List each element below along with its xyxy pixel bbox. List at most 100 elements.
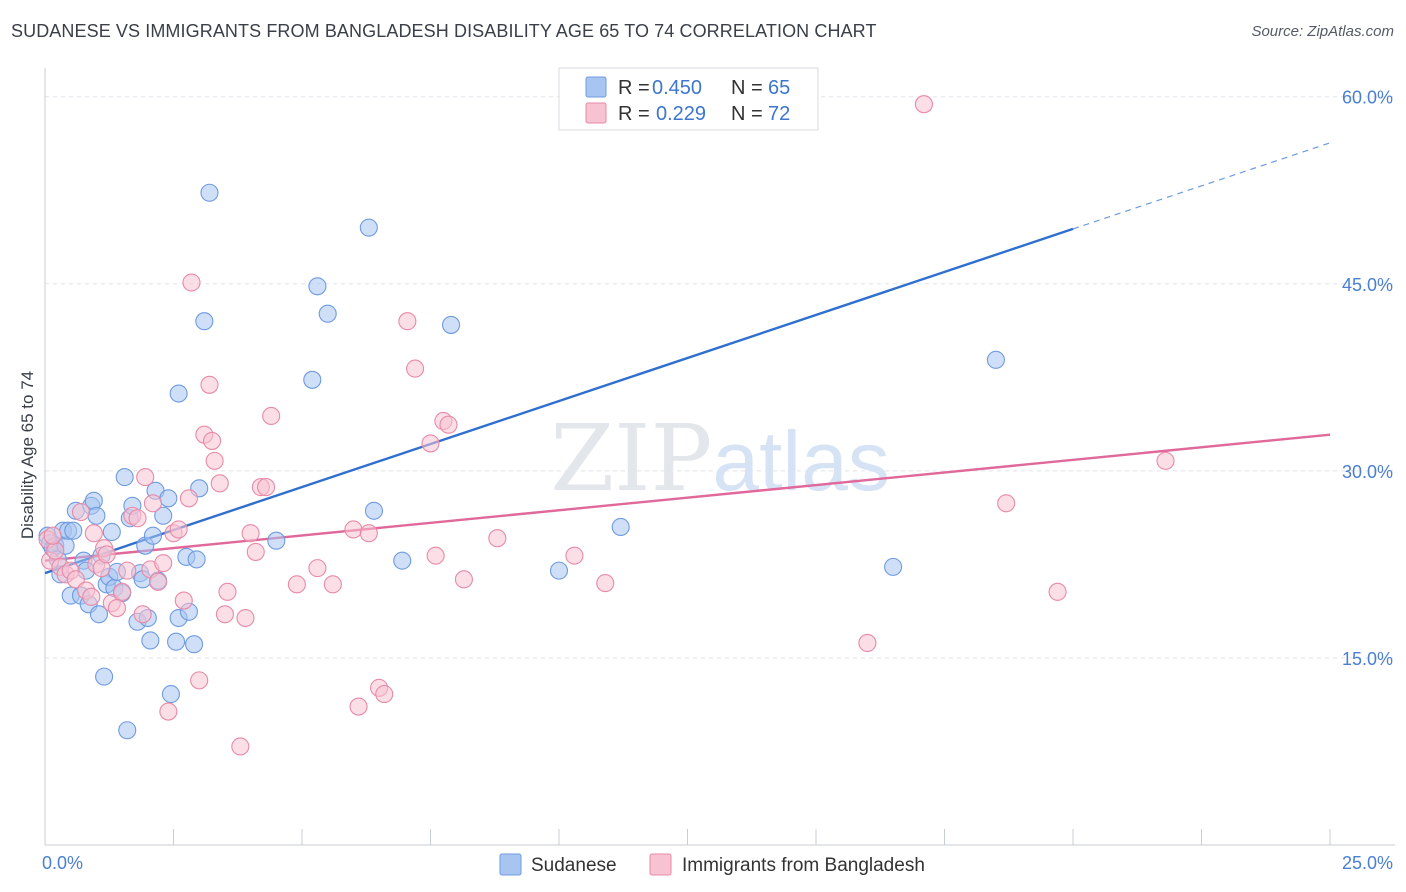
bangladesh-points	[38, 95, 1175, 756]
data-point	[190, 671, 209, 690]
data-point	[215, 605, 234, 624]
data-point	[187, 550, 206, 569]
data-point	[205, 451, 224, 470]
data-point	[308, 277, 327, 296]
data-point	[858, 633, 877, 653]
data-point	[185, 635, 204, 654]
data-point	[203, 431, 222, 450]
data-point	[393, 551, 412, 570]
data-point	[488, 529, 507, 548]
data-point	[359, 524, 378, 543]
data-point	[107, 598, 127, 618]
data-point	[375, 685, 394, 704]
data-point	[565, 546, 584, 565]
chart-source: Source: ZipAtlas.com	[1251, 23, 1394, 40]
data-point	[241, 524, 260, 543]
trend-line	[44, 227, 1074, 575]
data-point	[406, 359, 425, 378]
data-point	[611, 517, 630, 537]
data-point	[200, 183, 219, 202]
data-point	[118, 721, 137, 740]
data-point	[303, 370, 322, 389]
data-point	[141, 631, 160, 650]
data-point	[95, 667, 114, 686]
data-point	[161, 685, 180, 704]
legend-r-value-bangladesh: 0.229	[656, 103, 706, 125]
axes	[44, 68, 1395, 846]
bottom-legend-label-sudanese: Sudanese	[531, 855, 617, 876]
x-tick-label-min: 0.0%	[42, 853, 83, 873]
bottom-legend-label-bangladesh: Immigrants from Bangladesh	[682, 855, 925, 876]
data-point	[182, 273, 201, 292]
data-point	[43, 526, 62, 545]
data-point	[256, 478, 276, 497]
legend-n-label: N =	[731, 103, 763, 125]
data-point	[154, 554, 173, 573]
data-point	[102, 522, 121, 542]
trend-line	[44, 433, 1331, 562]
data-point	[87, 506, 106, 525]
data-point	[318, 304, 337, 323]
data-point	[218, 582, 237, 601]
data-point	[914, 95, 933, 114]
legend-swatch-sudanese	[585, 76, 607, 98]
chart-title: SUDANESE VS IMMIGRANTS FROM BANGLADESH D…	[11, 21, 877, 41]
data-point	[986, 350, 1005, 369]
data-point	[549, 561, 569, 580]
data-point	[174, 591, 193, 610]
data-point	[169, 384, 188, 403]
data-point	[167, 632, 186, 651]
data-point	[136, 468, 155, 487]
data-point	[364, 501, 384, 520]
data-point	[596, 574, 615, 593]
data-point	[236, 608, 255, 628]
data-point	[89, 605, 109, 624]
data-point	[97, 545, 116, 564]
data-point	[344, 520, 363, 539]
data-point	[84, 524, 103, 543]
y-tick-label: 15.0%	[1342, 649, 1393, 669]
gridlines	[45, 96, 1395, 659]
legend-r-label: R =	[618, 103, 650, 125]
legend-n-label: N =	[731, 77, 763, 99]
y-tick-label: 30.0%	[1342, 462, 1393, 482]
x-tick-label-max: 25.0%	[1342, 853, 1393, 873]
legend-r-label: R =	[618, 77, 650, 99]
trend-lines	[44, 142, 1331, 575]
data-point	[442, 315, 461, 334]
data-point	[133, 605, 152, 624]
x-tick-labels: 0.0% 25.0%	[42, 853, 1393, 873]
y-axis-label: Disability Age 65 to 74	[18, 371, 37, 539]
data-point	[454, 570, 473, 589]
data-point	[1156, 451, 1175, 470]
legend-n-value-bangladesh: 72	[768, 103, 790, 125]
data-point	[426, 546, 445, 565]
data-point	[115, 468, 134, 487]
data-point	[118, 561, 137, 580]
data-point	[210, 474, 229, 493]
zipatlas-watermark: ZIPatlas	[550, 405, 890, 512]
data-point	[113, 582, 132, 601]
data-point	[82, 587, 101, 606]
data-point	[1048, 582, 1067, 601]
data-point	[66, 570, 85, 589]
data-point	[159, 489, 178, 508]
data-point	[231, 737, 250, 756]
data-point	[246, 542, 265, 561]
y-tick-label: 60.0%	[1342, 88, 1393, 108]
data-point	[179, 489, 198, 508]
data-point	[398, 312, 417, 331]
y-tick-labels: 15.0% 30.0% 45.0% 60.0%	[1342, 88, 1393, 669]
data-point	[143, 494, 162, 513]
data-point	[143, 526, 162, 545]
y-tick-label: 45.0%	[1342, 275, 1393, 295]
data-point	[308, 559, 327, 578]
data-point	[64, 521, 83, 540]
data-point	[421, 434, 440, 453]
data-point	[154, 506, 173, 525]
data-point	[262, 406, 281, 426]
series-legend: Sudanese Immigrants from Bangladesh	[499, 853, 925, 876]
data-point	[359, 218, 378, 237]
trend-line-extension	[1072, 142, 1331, 230]
